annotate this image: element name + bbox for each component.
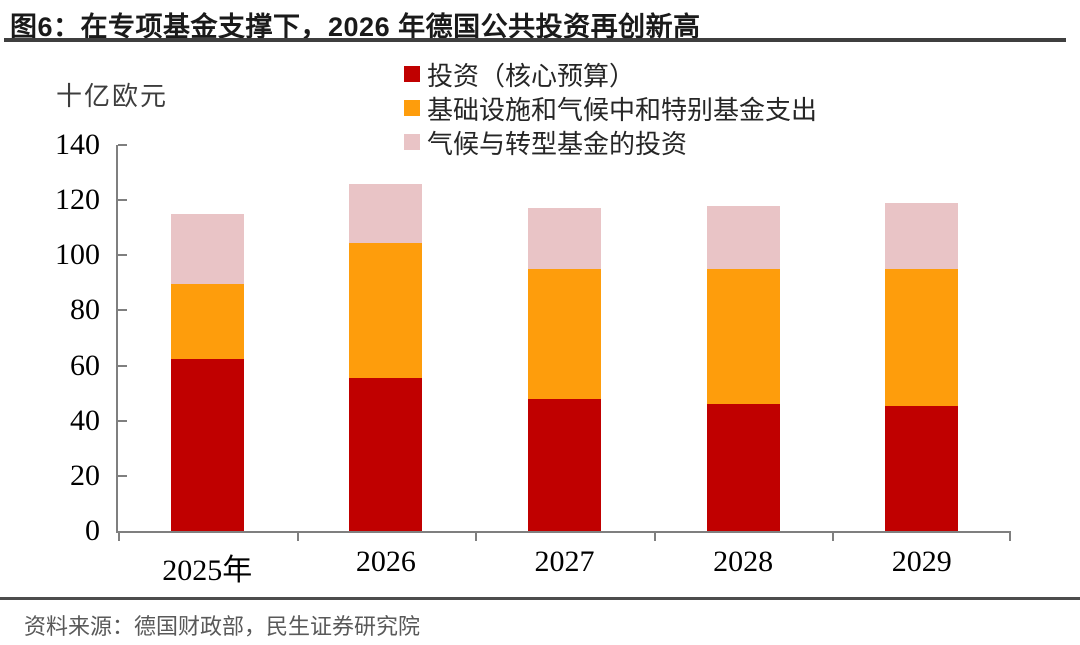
y-axis-tick-mark	[118, 309, 127, 312]
legend-swatch-icon	[404, 100, 420, 116]
y-axis-tick-label: 140	[55, 128, 100, 161]
legend-item-special-fund: 基础设施和气候中和特别基金支出	[404, 91, 817, 125]
y-axis-unit-label: 十亿欧元	[56, 82, 169, 111]
y-axis-tick-label: 0	[85, 514, 100, 547]
y-axis-tick-mark	[118, 144, 127, 146]
bar-segment-2026-series1	[349, 242, 423, 378]
bar-segment-2026-series0	[349, 377, 423, 531]
x-axis-tick-mark	[832, 533, 835, 541]
y-axis-tick-label: 120	[55, 183, 100, 217]
y-axis-tick-label: 100	[55, 238, 100, 272]
bar-segment-2025年-series1	[170, 284, 244, 359]
y-axis-tick-mark	[118, 254, 127, 257]
bar-segment-2027-series0	[528, 398, 601, 531]
x-axis-category-label: 2025年	[162, 554, 253, 587]
y-axis-tick-mark	[118, 364, 127, 367]
x-axis-tick-mark	[1009, 533, 1011, 541]
footer-divider	[0, 597, 1080, 600]
plot-area: 0 20 40 60 80 100 120 140 2025年 2026 2027 2028 2029	[55, 130, 1011, 587]
y-axis-tick-label: 60	[70, 348, 100, 382]
legend-label: 投资（核心预算）	[427, 61, 636, 91]
bar-segment-2029-series1	[885, 269, 959, 406]
y-axis-tick-mark	[118, 474, 127, 477]
bar-segment-2025年-series0	[170, 358, 244, 531]
source-note: 资料来源：德国财政部，民生证券研究院	[24, 614, 421, 639]
legend-swatch-icon	[404, 66, 420, 82]
bar-segment-2028-series2	[706, 205, 780, 270]
chart-legend: 投资（核心预算） 基础设施和气候中和特别基金支出 气候与转型基金的投资	[404, 57, 817, 159]
x-axis-tick-mark	[296, 533, 299, 541]
legend-label: 基础设施和气候中和特别基金支出	[427, 95, 818, 125]
bar-segment-2028-series1	[706, 269, 780, 405]
bar-segment-2027-series1	[528, 269, 601, 399]
bar-segment-2027-series2	[528, 208, 601, 270]
title-divider	[4, 38, 1066, 42]
bar-segment-2029-series2	[885, 202, 959, 270]
page-title: 图6：在专项基金支撑下，2026 年德国公共投资再创新高	[10, 12, 701, 42]
x-axis-category-label: 2026	[355, 545, 416, 578]
x-axis-category-label: 2029	[891, 545, 952, 578]
legend-swatch-icon	[404, 134, 420, 150]
legend-label: 气候与转型基金的投资	[427, 129, 688, 159]
y-axis-tick-label: 20	[70, 458, 100, 492]
bar-segment-2025年-series2	[170, 213, 244, 285]
legend-item-core-budget: 投资（核心预算）	[404, 57, 817, 91]
x-axis-tick-mark	[653, 533, 656, 541]
bar-segment-2028-series0	[706, 404, 780, 531]
y-axis-tick-mark	[118, 419, 127, 422]
bar-segment-2026-series2	[349, 183, 423, 243]
y-axis-tick-label: 40	[70, 403, 100, 437]
bar-segment-2029-series0	[885, 405, 959, 531]
x-axis-tick-mark	[118, 533, 120, 541]
y-axis-tick-label: 80	[70, 293, 100, 327]
x-axis-category-label: 2027	[534, 545, 595, 578]
y-axis-tick-mark	[118, 199, 127, 202]
x-axis-category-label: 2028	[713, 545, 774, 578]
legend-item-climate-fund: 气候与转型基金的投资	[404, 125, 817, 159]
x-axis-tick-mark	[475, 533, 478, 541]
